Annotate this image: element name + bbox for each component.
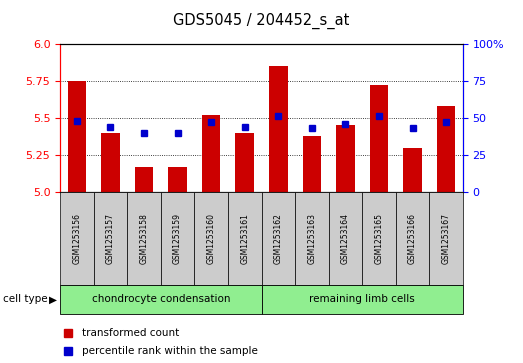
Bar [161, 192, 195, 285]
Text: GSM1253167: GSM1253167 [441, 213, 451, 264]
Bar [228, 192, 262, 285]
Text: GSM1253166: GSM1253166 [408, 213, 417, 264]
Text: cell type: cell type [3, 294, 47, 305]
Bar [202, 115, 220, 192]
Bar [328, 192, 362, 285]
Bar [235, 133, 254, 192]
Text: GSM1253159: GSM1253159 [173, 213, 182, 264]
Bar [67, 81, 86, 192]
Text: remaining limb cells: remaining limb cells [309, 294, 415, 305]
Bar [135, 167, 153, 192]
Text: GSM1253164: GSM1253164 [341, 213, 350, 264]
Bar [362, 192, 396, 285]
Bar [396, 192, 429, 285]
Text: GSM1253161: GSM1253161 [240, 213, 249, 264]
Text: GSM1253162: GSM1253162 [274, 213, 283, 264]
Bar [403, 148, 422, 192]
Text: transformed count: transformed count [82, 328, 179, 338]
Text: ▶: ▶ [49, 294, 56, 305]
Text: GSM1253160: GSM1253160 [207, 213, 215, 264]
Text: GSM1253158: GSM1253158 [140, 213, 149, 264]
Bar [127, 192, 161, 285]
Bar [295, 192, 328, 285]
Bar [269, 66, 288, 192]
Bar [60, 285, 262, 314]
Bar [195, 192, 228, 285]
Bar [168, 167, 187, 192]
Bar [336, 125, 355, 192]
Bar [262, 285, 463, 314]
Bar [303, 136, 321, 192]
Bar [437, 106, 456, 192]
Text: chondrocyte condensation: chondrocyte condensation [92, 294, 230, 305]
Text: GSM1253165: GSM1253165 [374, 213, 383, 264]
Text: percentile rank within the sample: percentile rank within the sample [82, 346, 258, 356]
Text: GSM1253156: GSM1253156 [72, 213, 82, 264]
Bar [429, 192, 463, 285]
Bar [370, 85, 388, 192]
Bar [262, 192, 295, 285]
Bar [94, 192, 127, 285]
Bar [60, 192, 94, 285]
Bar [101, 133, 120, 192]
Text: GDS5045 / 204452_s_at: GDS5045 / 204452_s_at [173, 13, 350, 29]
Text: GSM1253157: GSM1253157 [106, 213, 115, 264]
Text: GSM1253163: GSM1253163 [308, 213, 316, 264]
